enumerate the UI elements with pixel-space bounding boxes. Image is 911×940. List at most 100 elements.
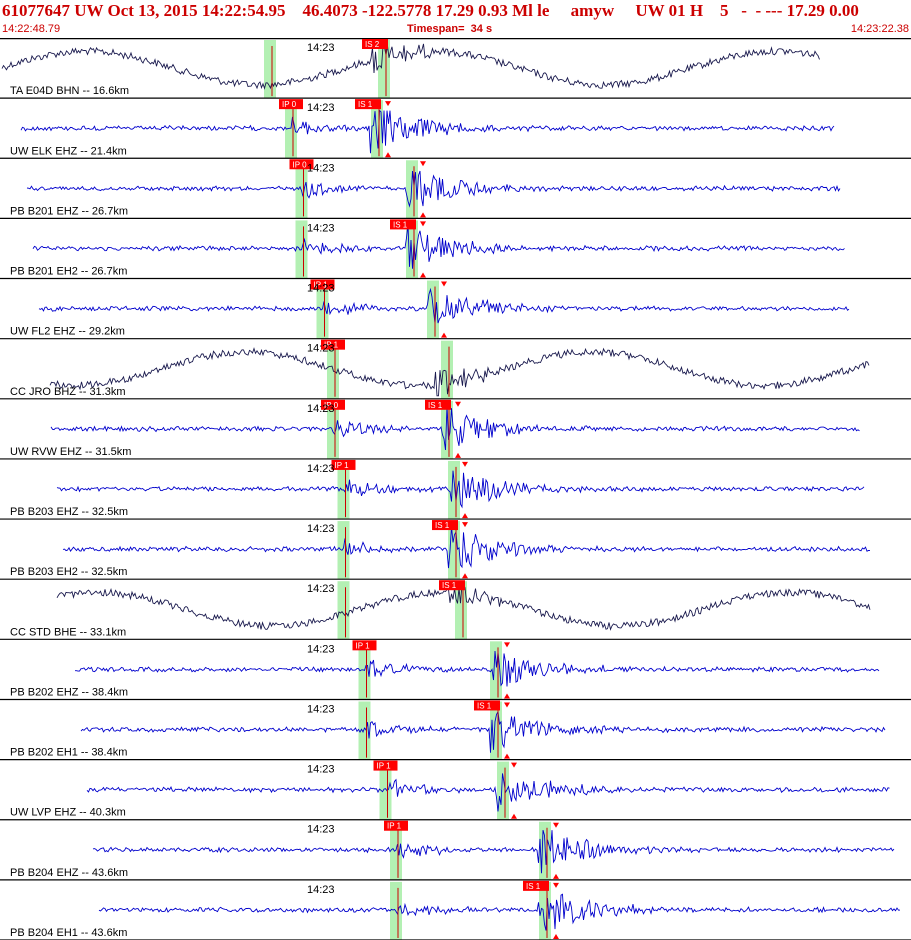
pick-marker-top [504, 702, 510, 708]
waveform [75, 650, 880, 687]
timespan-label: Timespan= 34 s [407, 23, 493, 35]
pick-marker-bottom [462, 573, 468, 579]
pick-marker-bottom [504, 693, 510, 699]
s-pick-label: IS 1 [358, 100, 373, 109]
trace-row: IS 1 14:23 CC STD BHE -- 33.1km [0, 580, 911, 640]
trace-row: IP 1 14:23 PB B202 EHZ -- 38.4km [0, 640, 911, 701]
waveform [62, 526, 871, 569]
p-pick-label: IP 1 [324, 341, 339, 350]
p-pick-label: IP 1 [314, 281, 329, 290]
minute-marker-label: 14:23 [307, 162, 335, 174]
s-pick-label: IS 1 [526, 882, 541, 891]
event-summary-line: 61077647 UW Oct 13, 2015 14:22:54.95 46.… [2, 1, 859, 20]
s-pick-label-box [355, 99, 381, 110]
pick-marker-top [420, 221, 426, 227]
s-pick-band [497, 761, 509, 820]
p-pick-band [285, 100, 297, 159]
waveform [50, 405, 860, 451]
pick-marker-top [385, 101, 391, 107]
trace-row: IP 114:23 CC JRO BHZ -- 31.3km [0, 339, 911, 400]
trace-label: CC JRO BHZ -- 31.3km [10, 386, 126, 398]
s-pick-band [539, 881, 551, 940]
p-pick-band [316, 280, 329, 339]
minute-marker-label: 14:23 [307, 403, 335, 415]
p-pick-label: IP 0 [324, 401, 339, 410]
p-pick-label-box [310, 279, 335, 290]
pick-marker-top [511, 762, 517, 768]
p-pick-label-box [384, 820, 408, 831]
p-pick-label: IP 1 [387, 822, 402, 831]
s-pick-label-box [432, 520, 458, 531]
p-pick-label-box [331, 459, 356, 470]
waveform [80, 710, 886, 753]
minute-marker-label: 14:23 [307, 283, 335, 295]
trace-label: PB B203 EH2 -- 32.5km [10, 566, 127, 578]
s-pick-label: IS 1 [435, 521, 450, 530]
trace-row: IP 114:23 UW FL2 EHZ -- 29.2km [0, 279, 911, 340]
waveform [56, 470, 865, 509]
minute-marker-label: 14:23 [307, 343, 335, 355]
p-pick-band [358, 701, 371, 760]
trace-label: PB B201 EHZ -- 26.7km [10, 205, 128, 217]
waveform [1, 43, 820, 90]
s-pick-band [371, 100, 383, 159]
minute-marker-label: 14:23 [307, 703, 335, 715]
s-pick-band [448, 460, 460, 520]
trace-label: UW FL2 EHZ -- 29.2km [10, 326, 125, 338]
trace-row: IS 1 14:23 PB B202 EH1 -- 38.4km [0, 700, 911, 761]
event-header: 61077647 UW Oct 13, 2015 14:22:54.95 46.… [0, 0, 911, 40]
p-pick-label-box [321, 339, 345, 350]
trace-row: IS 1 14:23 PB B204 EH1 -- 43.6km [0, 880, 911, 940]
pick-marker-bottom [553, 873, 559, 879]
pick-marker-bottom [441, 332, 447, 338]
minute-marker-label: 14:23 [307, 102, 335, 114]
pick-marker-top [553, 882, 559, 888]
minute-marker-label: 14:23 [307, 884, 335, 896]
minute-marker-label: 14:23 [307, 42, 335, 54]
s-pick-label: IS 1 [428, 401, 443, 410]
p-pick-band [327, 400, 339, 459]
window-end-time: 14:23:22.38 [850, 23, 909, 35]
minute-marker-label: 14:23 [307, 463, 335, 475]
p-pick-label: IP 1 [356, 641, 371, 650]
trace-row: IP 0 14:23 PB B201 EHZ -- 26.7km [0, 159, 911, 219]
minute-marker-label: 14:23 [307, 764, 335, 776]
trace-row: IP 114:23 PB B203 EHZ -- 32.5km [0, 459, 911, 520]
trace-row: IP 0 IS 1 14:23 UW ELK EHZ -- 21.4km [0, 99, 911, 159]
p-pick-label: IP 0 [282, 100, 297, 109]
trace-row: IP 1 14:23 PB B204 EHZ -- 43.6km [0, 820, 911, 881]
pick-marker-bottom [420, 212, 426, 218]
minute-marker-label: 14:23 [307, 583, 335, 595]
waveform [26, 170, 841, 208]
window-start-time: 14:22:48.79 [2, 23, 61, 35]
p-pick-band [379, 761, 392, 820]
s-pick-band [441, 400, 453, 459]
waveform [86, 773, 890, 812]
trace-row: IS 1 14:23 PB B201 EH2 -- 26.7km [0, 219, 911, 280]
pick-marker-bottom [504, 753, 510, 759]
waveform [92, 829, 895, 874]
s-pick-label-box [390, 219, 416, 230]
minute-marker-label: 14:23 [307, 643, 335, 655]
s-pick-band [378, 40, 390, 99]
p-pick-band [390, 821, 402, 880]
p-pick-band [264, 40, 276, 99]
trace-label: PB B202 EH1 -- 38.4km [10, 747, 127, 759]
s-pick-label-box [425, 399, 451, 410]
p-pick-label-box [289, 159, 314, 170]
p-pick-label: IP 0 [293, 160, 308, 169]
minute-marker-label: 14:23 [307, 523, 335, 535]
pick-marker-top [441, 281, 447, 287]
p-pick-band [337, 521, 350, 580]
trace-label: PB B204 EH1 -- 43.6km [10, 927, 127, 939]
s-pick-label: IS 2 [365, 40, 380, 49]
p-pick-label: IP 1 [377, 762, 392, 771]
s-pick-label-box [362, 39, 388, 49]
trace-label: PB B204 EHZ -- 43.6km [10, 867, 128, 879]
trace-label: UW LVP EHZ -- 40.3km [10, 807, 126, 819]
pick-marker-bottom [462, 513, 468, 519]
pick-marker-top [462, 461, 468, 467]
trace-label: CC STD BHE -- 33.1km [10, 626, 126, 638]
s-pick-label-box [523, 880, 549, 891]
seismogram-panel[interactable]: IS 2 14:23 TA E04D BHN -- 16.6km IP 0 IS 1 14… [0, 38, 911, 940]
